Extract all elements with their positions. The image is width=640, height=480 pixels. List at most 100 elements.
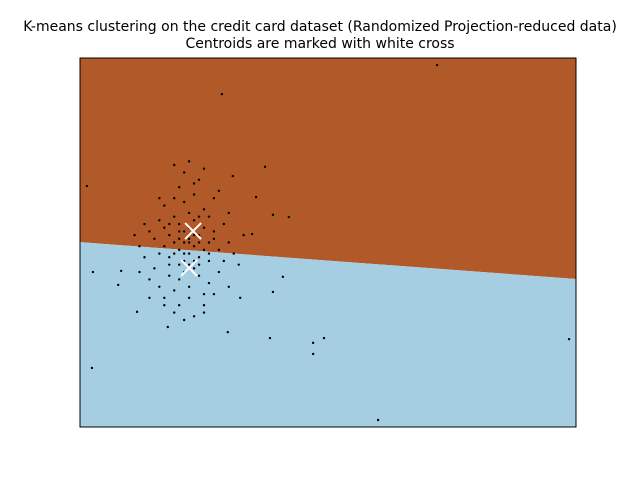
point	[173, 197, 176, 200]
point	[271, 290, 275, 294]
point	[90, 366, 94, 370]
point	[197, 178, 201, 181]
point	[138, 244, 141, 248]
point	[163, 296, 166, 300]
point	[202, 311, 206, 314]
point	[168, 274, 171, 277]
point	[227, 241, 230, 244]
point	[197, 215, 201, 218]
point	[192, 193, 196, 196]
point	[231, 174, 234, 178]
point	[163, 244, 166, 248]
point	[182, 171, 186, 174]
point	[192, 182, 196, 185]
point	[212, 230, 216, 233]
point	[158, 252, 161, 255]
point	[168, 222, 171, 226]
point	[212, 292, 216, 296]
point	[178, 278, 181, 281]
point	[197, 263, 201, 266]
point	[202, 292, 206, 296]
point	[143, 256, 146, 259]
point	[197, 241, 201, 244]
point	[187, 285, 191, 288]
point	[227, 285, 230, 288]
point	[263, 165, 267, 169]
point	[163, 304, 166, 307]
point	[207, 215, 211, 218]
chart-title: K-means clustering on the credit card da…	[23, 19, 617, 35]
point	[202, 304, 206, 307]
point	[182, 252, 186, 255]
point	[202, 208, 206, 211]
point	[222, 259, 226, 263]
point	[178, 304, 181, 307]
point	[207, 281, 211, 285]
point	[227, 211, 230, 215]
point	[217, 248, 221, 252]
point	[173, 311, 176, 314]
point	[322, 336, 326, 340]
point	[182, 200, 186, 204]
point	[192, 219, 196, 222]
chart-subtitle: Centroids are marked with white cross	[185, 36, 454, 52]
point	[192, 244, 196, 248]
point	[217, 189, 221, 193]
point	[242, 233, 245, 237]
point	[168, 233, 171, 237]
point	[311, 352, 315, 356]
point	[212, 237, 216, 241]
point	[119, 269, 123, 273]
point	[376, 418, 380, 422]
point	[133, 233, 136, 237]
point	[567, 337, 571, 341]
point	[153, 237, 156, 241]
point	[166, 325, 169, 329]
plot-area	[80, 58, 576, 427]
point	[91, 270, 95, 274]
point	[173, 163, 176, 167]
point	[202, 248, 206, 252]
point	[192, 315, 196, 318]
point	[217, 270, 221, 274]
point	[116, 283, 120, 287]
point	[226, 330, 230, 334]
point	[153, 267, 156, 270]
point	[197, 274, 201, 277]
point	[163, 204, 166, 207]
point	[281, 275, 285, 279]
point	[220, 92, 224, 96]
point	[187, 211, 191, 215]
point	[197, 256, 201, 259]
point	[178, 237, 181, 241]
point	[187, 237, 191, 241]
point	[239, 296, 242, 300]
point	[182, 318, 186, 322]
centroid	[184, 222, 202, 240]
point	[163, 226, 166, 229]
region-lower	[80, 242, 576, 427]
point	[187, 252, 191, 255]
point	[182, 241, 186, 244]
point	[173, 215, 176, 218]
point	[207, 259, 211, 263]
point	[148, 278, 151, 281]
point	[192, 233, 196, 237]
point	[173, 289, 176, 292]
point	[287, 215, 291, 219]
point	[135, 310, 139, 314]
point	[271, 213, 275, 217]
point	[158, 197, 161, 200]
point	[192, 267, 196, 270]
point	[138, 270, 141, 274]
point	[178, 185, 181, 189]
point	[202, 167, 206, 170]
point	[187, 241, 191, 244]
point	[232, 252, 235, 255]
point	[311, 341, 315, 345]
point	[143, 222, 146, 226]
point	[178, 222, 181, 226]
point	[178, 230, 181, 233]
